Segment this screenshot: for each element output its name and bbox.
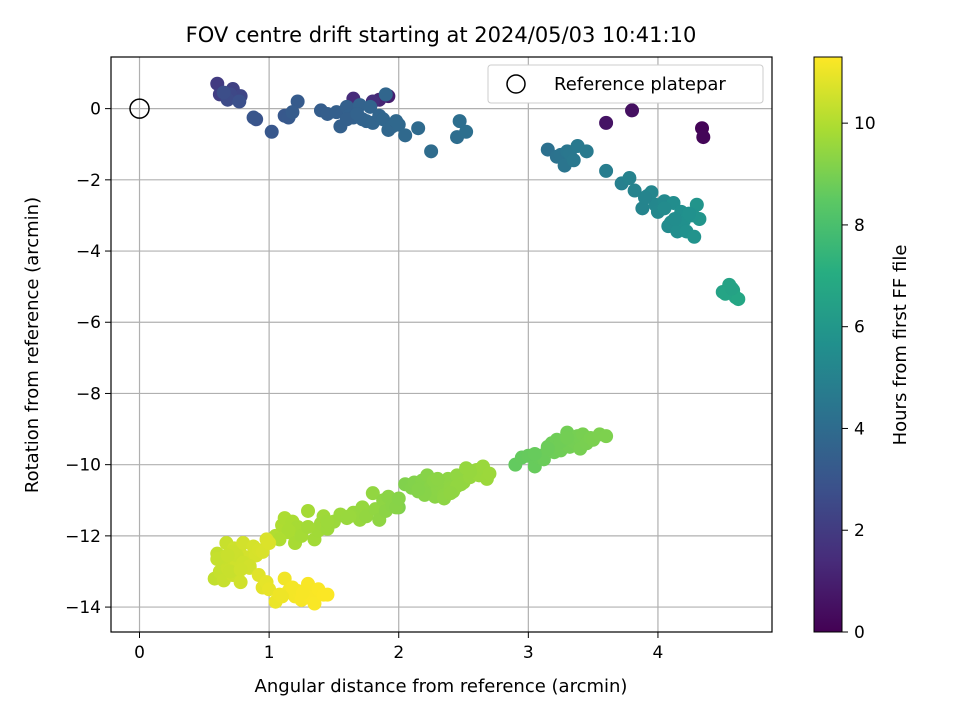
data-point <box>285 105 299 119</box>
data-point <box>625 103 639 117</box>
data-point <box>342 509 356 523</box>
data-point <box>392 491 406 505</box>
data-point <box>599 429 613 443</box>
y-tick-label: −8 <box>76 384 101 404</box>
data-point <box>567 153 581 167</box>
colorbar-tick-label: 6 <box>854 318 865 338</box>
legend: Reference platepar <box>488 65 763 103</box>
data-point <box>247 111 261 125</box>
x-tick-label: 3 <box>523 643 534 663</box>
x-axis: 0 1 2 3 4 <box>134 632 663 663</box>
data-point <box>463 465 477 479</box>
data-point <box>444 486 458 500</box>
data-point <box>234 575 248 589</box>
colorbar <box>814 57 842 632</box>
data-point <box>657 201 671 215</box>
data-point <box>398 128 412 142</box>
x-tick-label: 4 <box>653 643 664 663</box>
data-point <box>682 207 696 221</box>
plot-frame <box>111 57 772 632</box>
data-point <box>296 586 310 600</box>
colorbar-tick-label: 10 <box>854 114 876 134</box>
x-axis-label: Angular distance from reference (arcmin) <box>255 676 628 697</box>
data-point <box>560 431 574 445</box>
data-point <box>221 548 235 562</box>
data-point <box>638 191 652 205</box>
colorbar-tick-label: 8 <box>854 216 865 236</box>
y-tick-label: −2 <box>76 171 101 191</box>
y-tick-label: −12 <box>65 527 101 547</box>
x-tick-label: 2 <box>393 643 404 663</box>
y-tick-label: 0 <box>90 100 101 120</box>
data-point <box>459 125 473 139</box>
y-axis-label: Rotation from reference (arcmin) <box>22 197 43 493</box>
legend-entry: Reference platepar <box>554 74 726 95</box>
data-point <box>217 86 231 100</box>
data-point <box>411 121 425 135</box>
y-tick-label: −6 <box>76 313 101 333</box>
data-point <box>696 130 710 144</box>
colorbar-label: Hours from first FF file <box>890 245 911 446</box>
data-point <box>599 164 613 178</box>
data-point <box>431 472 445 486</box>
data-point <box>262 536 276 550</box>
data-point <box>301 520 315 534</box>
data-point <box>528 447 542 461</box>
colorbar-ticks: 0 2 4 6 8 10 <box>842 114 876 643</box>
data-point <box>668 212 682 226</box>
colorbar-tick-label: 0 <box>854 623 865 643</box>
figure: FOV centre drift starting at 2024/05/03 … <box>0 0 960 720</box>
y-tick-label: −14 <box>65 598 101 618</box>
colorbar-tick-label: 2 <box>854 521 865 541</box>
y-axis: 0 −2 −4 −6 −8 −10 −12 −14 <box>65 100 111 618</box>
data-point <box>411 483 425 497</box>
data-point <box>301 504 315 518</box>
x-tick-label: 1 <box>264 643 275 663</box>
data-point <box>265 125 279 139</box>
data-point <box>232 95 246 109</box>
data-point <box>320 515 334 529</box>
y-tick-label: −4 <box>76 242 101 262</box>
data-point <box>379 87 393 101</box>
data-point <box>541 442 555 456</box>
data-point <box>234 563 248 577</box>
data-point <box>622 171 636 185</box>
data-point <box>350 107 364 121</box>
data-point <box>482 467 496 481</box>
data-point <box>320 588 334 602</box>
grid <box>111 57 772 632</box>
scatter-points <box>208 77 746 611</box>
data-point <box>725 281 739 295</box>
chart-title: FOV centre drift starting at 2024/05/03 … <box>186 23 697 47</box>
x-tick-label: 0 <box>134 643 145 663</box>
data-point <box>599 116 613 130</box>
colorbar-tick-label: 4 <box>854 419 865 439</box>
data-point <box>424 144 438 158</box>
data-point <box>580 144 594 158</box>
y-tick-label: −10 <box>65 456 101 476</box>
data-point <box>687 230 701 244</box>
